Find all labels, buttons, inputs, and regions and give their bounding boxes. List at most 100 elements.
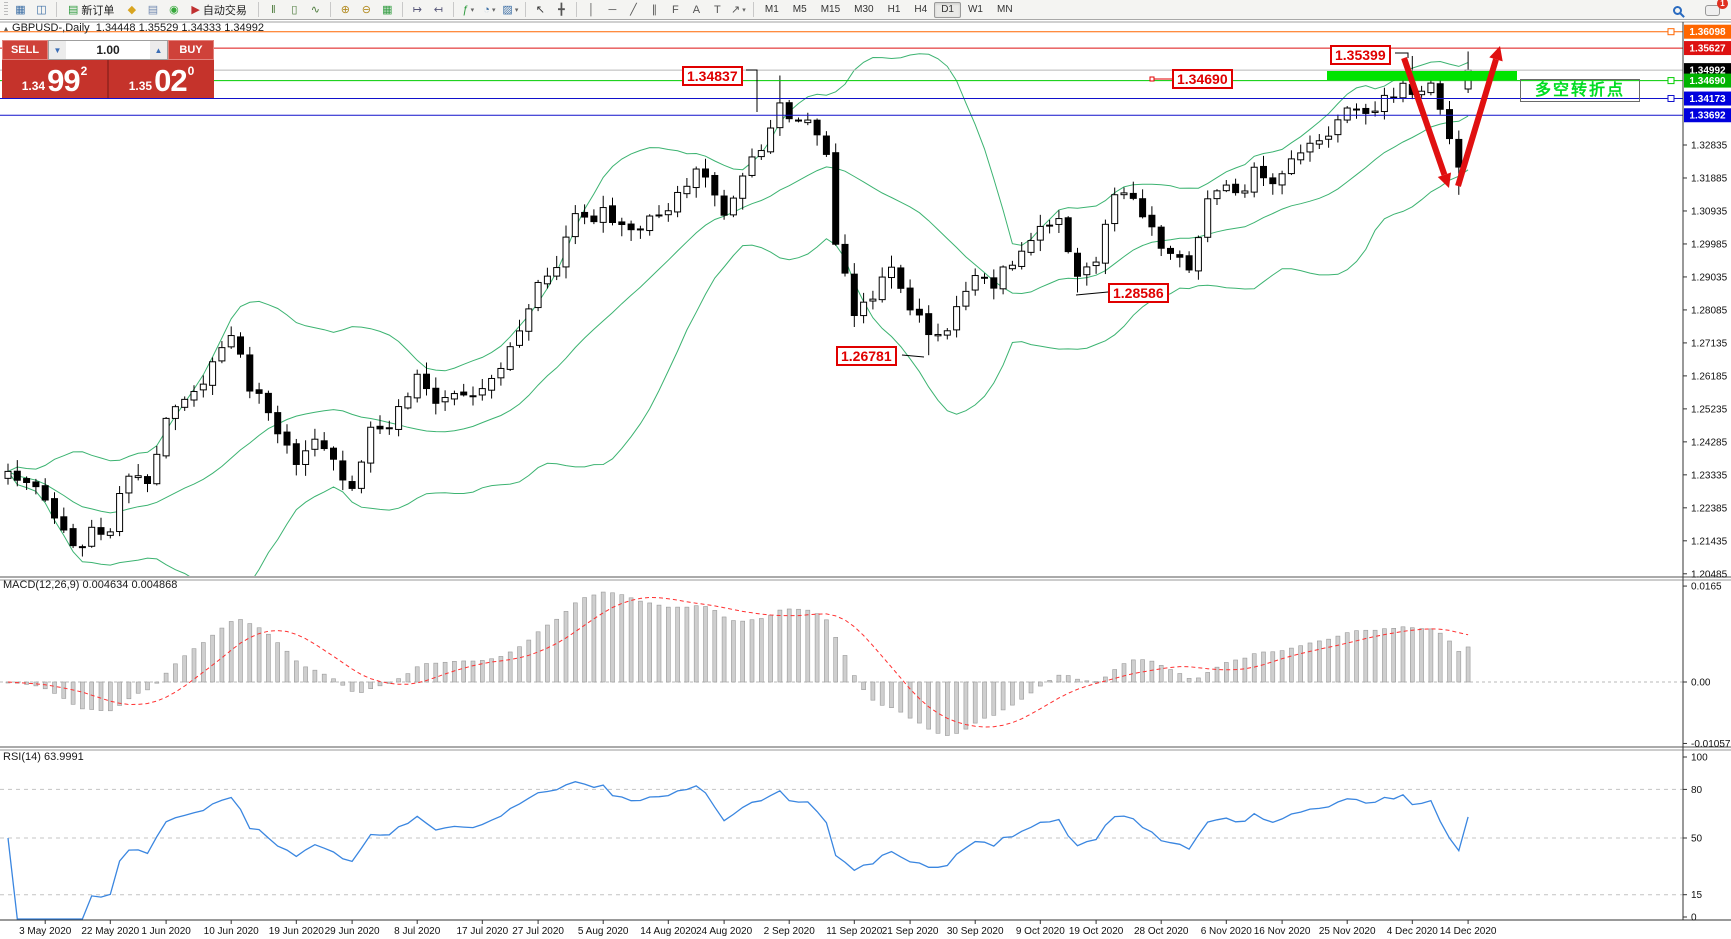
indicators-icon[interactable]: ƒ ▾ (462, 3, 475, 16)
flag-leader (746, 69, 758, 112)
time-axis[interactable]: 3 May 2020 22 May 2020 1 Jun 2020 10 Jun 20… (19, 920, 1497, 937)
text-label-icon[interactable]: T (714, 3, 721, 16)
level-handle[interactable] (1667, 28, 1675, 36)
timeframe-h4-button[interactable]: H4 (914, 4, 928, 15)
autotrading-button[interactable]: ▶ 自动交易 (191, 4, 247, 17)
new-chart-icon[interactable]: ▦ (15, 4, 26, 16)
price-chip-1.35627: 1.35627 (1684, 41, 1731, 56)
timeframe-h1-button[interactable]: H1 (887, 4, 901, 15)
svg-text:1.21435: 1.21435 (1691, 536, 1728, 547)
rsi-scale-label: 15 (1691, 890, 1703, 901)
sell-price[interactable]: 1.34 99 2 (2, 60, 109, 98)
metaeditor-icon[interactable]: ◆ (127, 4, 137, 16)
date-label: 14 Dec 2020 (1440, 926, 1497, 937)
date-label: 3 May 2020 (19, 926, 72, 937)
templates-icon[interactable]: ▨ ▾ (502, 4, 519, 16)
macd-scale-label: 0.0165 (1691, 582, 1722, 593)
timeframe-w1-button[interactable]: W1 (967, 4, 983, 15)
rsi-label: RSI(14) 63.9991 (3, 751, 84, 763)
sell-button[interactable]: SELL (2, 40, 48, 60)
svg-text:1.27135: 1.27135 (1691, 338, 1728, 349)
svg-text:1.36098: 1.36098 (1689, 27, 1726, 38)
timeframe-d1-button[interactable]: D1 (934, 1, 961, 18)
toolbar-separator (56, 2, 57, 17)
volume-value[interactable]: 1.00 (66, 41, 150, 59)
timeframe-m5-button[interactable]: M5 (792, 4, 807, 15)
timeframe-m30-button[interactable]: M30 (854, 4, 874, 15)
price-chip-1.34173: 1.34173 (1684, 91, 1731, 106)
trend-arrow-head (1437, 172, 1452, 188)
svg-text:1.34690: 1.34690 (1689, 76, 1726, 87)
price-flag-1.26781[interactable]: 1.26781 (836, 346, 897, 366)
macd-label: MACD(12,26,9) 0.004634 0.004868 (3, 579, 178, 591)
chart-window-icon: ▴ (4, 24, 9, 33)
arrows-icon[interactable]: ↗ ▾ (731, 4, 746, 16)
date-label: 4 Dec 2020 (1387, 926, 1439, 937)
level-handle[interactable] (1667, 95, 1675, 102)
svg-text:1.31885: 1.31885 (1691, 173, 1728, 184)
equidistant-channel-icon[interactable]: ∥ (651, 4, 658, 16)
notifications-icon[interactable]: 1 (1703, 0, 1728, 19)
zoom-out-icon[interactable]: ⊖ (361, 4, 371, 16)
bollinger-band-lower (7, 169, 1469, 576)
profiles-icon[interactable]: ◫ (36, 4, 47, 16)
trend-arrow[interactable] (1401, 57, 1448, 176)
volume-increase-button[interactable]: ▲ (150, 41, 167, 59)
trendline-icon[interactable]: ╱ (630, 4, 637, 16)
price-axis[interactable]: 1.32835 1.31885 1.30935 1.29985 1.29035 1.280… (1683, 141, 1728, 581)
auto-scroll-icon[interactable]: ↦ (412, 4, 422, 16)
price-flag-1.34837[interactable]: 1.34837 (682, 66, 743, 86)
periods-icon[interactable]: ◔ ▾ (483, 3, 496, 16)
line-chart-type-icon[interactable]: ∿ (310, 4, 320, 16)
signals-icon[interactable]: ◉ (169, 4, 179, 16)
date-label: 1 Jun 2020 (141, 926, 191, 937)
candlestick-type-icon[interactable]: ▯ (291, 4, 298, 16)
toolbar-separator (401, 2, 403, 17)
bar-chart-type-icon[interactable]: ‖ (271, 3, 276, 16)
svg-text:1.33692: 1.33692 (1689, 111, 1726, 122)
trend-arrow-head (1489, 46, 1503, 62)
zoom-in-icon[interactable]: ⊕ (340, 4, 350, 16)
timeframe-mn-button[interactable]: MN (996, 4, 1013, 15)
svg-text:1.30935: 1.30935 (1691, 206, 1728, 217)
horizontal-line-icon[interactable]: ─ (608, 3, 617, 16)
svg-text:1.34173: 1.34173 (1689, 94, 1726, 105)
price-chip-1.36098: 1.36098 (1684, 24, 1731, 39)
level-handle[interactable] (1667, 77, 1675, 85)
price-flag-1.34690[interactable]: 1.34690 (1172, 69, 1233, 89)
vertical-line-icon[interactable]: │ (587, 3, 595, 16)
macd-signal-value: 0.004868 (131, 579, 178, 591)
date-label: 28 Oct 2020 (1134, 926, 1189, 937)
price-flag-1.35399[interactable]: 1.35399 (1330, 45, 1391, 65)
trend-arrow[interactable] (1455, 58, 1499, 187)
cursor-icon[interactable]: ↖ (535, 4, 545, 16)
price-flag-1.28586[interactable]: 1.28586 (1108, 283, 1169, 303)
volume-decrease-button[interactable]: ▼ (49, 41, 66, 59)
buy-price[interactable]: 1.35 02 0 (128, 63, 195, 98)
buy-button[interactable]: BUY (168, 40, 214, 60)
tile-windows-icon[interactable]: ▦ (382, 4, 393, 16)
date-label: 16 Nov 2020 (1254, 926, 1311, 937)
rsi-scale-label: 80 (1691, 785, 1703, 796)
toolbar-grip[interactable] (4, 2, 8, 17)
text-icon[interactable]: A (692, 3, 701, 16)
date-label: 29 Jun 2020 (325, 926, 380, 937)
svg-text:1.28085: 1.28085 (1691, 305, 1728, 316)
rsi-scale-label: 0 (1691, 913, 1697, 924)
upload-chart-icon[interactable]: ▤ (147, 4, 159, 16)
new-order-button[interactable]: ▤ 新订单 (68, 4, 115, 17)
timeframe-m15-button[interactable]: M15 (820, 4, 841, 15)
support-zone-bar[interactable] (1327, 71, 1517, 80)
svg-text:1.24285: 1.24285 (1691, 437, 1728, 448)
date-label: 14 Aug 2020 (640, 926, 697, 937)
timeframe-m1-button[interactable]: M1 (764, 4, 779, 15)
toolbar-separator (752, 2, 754, 17)
annotation-note[interactable]: 多空转折点 (1520, 79, 1640, 102)
search-icon[interactable] (1668, 2, 1687, 19)
crosshair-icon[interactable]: ╋ (558, 4, 565, 16)
fibonacci-icon[interactable]: F (672, 3, 679, 16)
date-label: 19 Jun 2020 (269, 926, 324, 937)
chart-shift-icon[interactable]: ↤ (433, 4, 443, 16)
svg-text:1.35627: 1.35627 (1689, 44, 1726, 55)
